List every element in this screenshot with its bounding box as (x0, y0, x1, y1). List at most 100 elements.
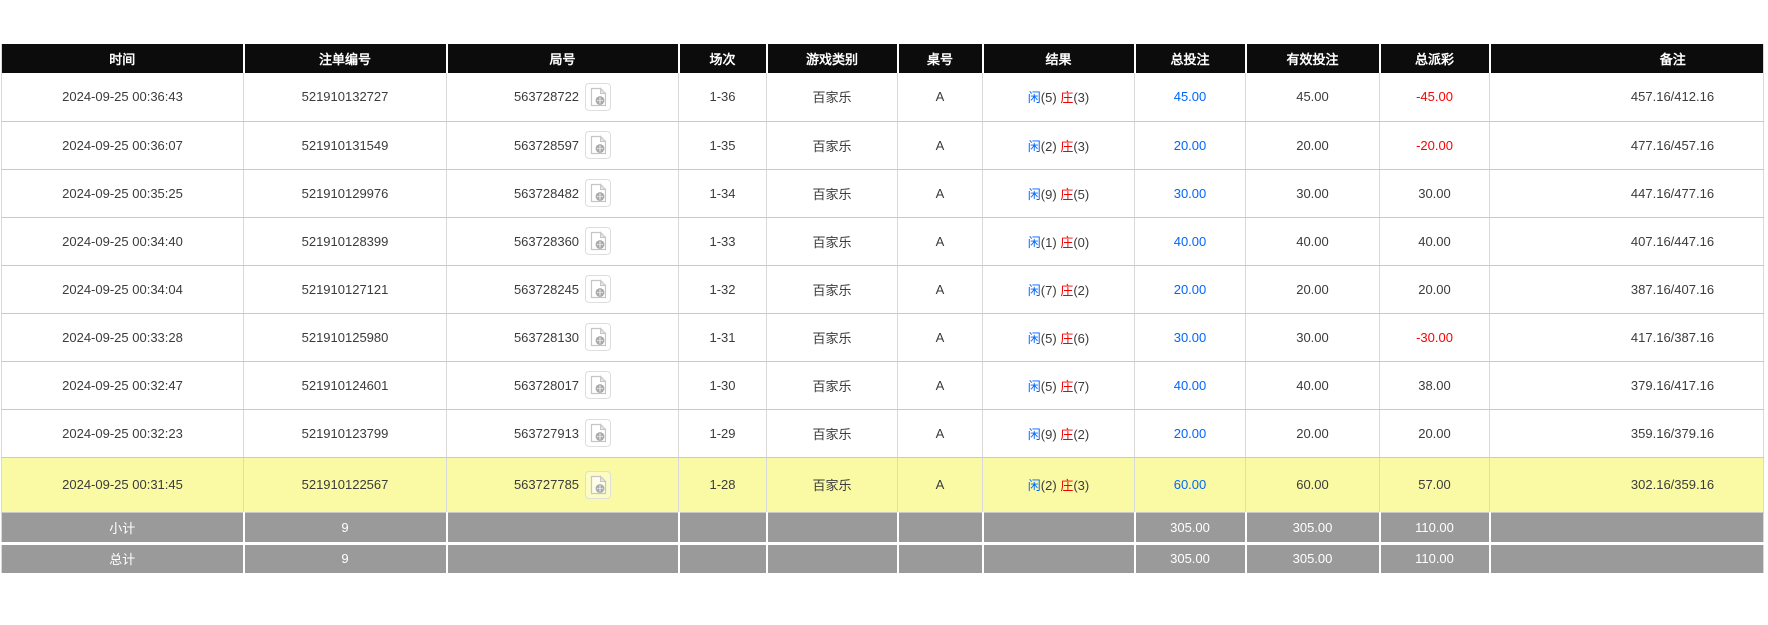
game-type-cell: 百家乐 (766, 409, 898, 458)
video-replay-button[interactable] (585, 371, 612, 399)
summary-empty-cell (982, 512, 1136, 545)
video-replay-button[interactable] (585, 419, 612, 447)
session-cell: 1-36 (678, 73, 767, 122)
total-bet-cell: 60.00 (1134, 457, 1246, 513)
video-replay-button[interactable] (585, 131, 612, 159)
banker-result-label: 庄 (1060, 90, 1074, 106)
result-cell: 闲(2) 庄(3) (982, 121, 1135, 170)
total-bet-cell: 45.00 (1134, 73, 1246, 122)
summary-empty-cell (1489, 543, 1764, 573)
total-payout-cell: -20.00 (1379, 121, 1490, 170)
table-row[interactable]: 2024-09-25 00:36:07 521910131549 563728597… (1, 121, 1764, 170)
video-replay-button[interactable] (585, 82, 612, 111)
result-cell: 闲(5) 庄(7) (982, 361, 1135, 410)
banker-result-value: (2) (1073, 282, 1090, 298)
table-row[interactable]: 2024-09-25 00:31:45 521910122567 563727785… (1, 457, 1764, 513)
total-bet-cell: 20.00 (1134, 121, 1246, 170)
table-row[interactable]: 2024-09-25 00:33:28 521910125980 563728130… (1, 313, 1764, 362)
column-header-total-payout: 总派彩 (1379, 44, 1491, 73)
summary-valid-bet: 305.00 (1245, 512, 1381, 545)
round-no-group: 563728245 (447, 275, 678, 303)
session-cell: 1-33 (678, 217, 767, 266)
result-cell: 闲(7) 庄(2) (982, 265, 1135, 314)
remark-cell: 447.16/477.16 (1489, 169, 1764, 218)
table-row[interactable]: 2024-09-25 00:32:47 521910124601 563728017… (1, 361, 1764, 410)
banker-result-value: (0) (1073, 234, 1090, 250)
total-payout-cell: 40.00 (1379, 217, 1490, 266)
summary-total-payout: 110.00 (1379, 512, 1491, 545)
player-result-value: (2) (1040, 138, 1057, 154)
table-no-cell: A (897, 121, 983, 170)
time-cell: 2024-09-25 00:36:43 (1, 73, 244, 122)
round-no-value: 563728597 (513, 137, 580, 153)
total-bet-cell: 30.00 (1134, 169, 1246, 218)
bet-records-table: 时间 注单编号 局号 场次 游戏类别 桌号 结果 总投注 有效投注 总派彩 备注 2024-09-2… (1, 44, 1764, 573)
total-bet-cell: 40.00 (1134, 217, 1246, 266)
bet-no-cell: 521910132727 (243, 73, 447, 122)
column-header-time: 时间 (1, 44, 245, 73)
summary-empty-cell (897, 543, 984, 573)
video-replay-button[interactable] (585, 227, 612, 255)
column-header-round-no: 局号 (446, 44, 680, 73)
summary-empty-cell (766, 512, 899, 545)
video-replay-button[interactable] (585, 275, 612, 303)
time-cell: 2024-09-25 00:35:25 (1, 169, 244, 218)
valid-bet-cell: 20.00 (1245, 409, 1380, 458)
summary-empty-cell (446, 543, 680, 573)
session-cell: 1-31 (678, 313, 767, 362)
player-result-label: 闲 (1027, 478, 1041, 493)
bet-no-cell: 521910125980 (243, 313, 447, 362)
result-cell: 闲(5) 庄(3) (982, 73, 1135, 122)
banker-result-value: (2) (1073, 426, 1090, 442)
player-result-label: 闲 (1027, 90, 1041, 106)
bet-no-cell: 521910128399 (243, 217, 447, 266)
time-cell: 2024-09-25 00:33:28 (1, 313, 244, 362)
banker-result-value: (6) (1073, 330, 1090, 346)
player-result-value: (5) (1040, 90, 1057, 106)
bet-no-cell: 521910131549 (243, 121, 447, 170)
column-header-remark: 备注 (1489, 44, 1764, 73)
summary-empty-cell (1489, 512, 1764, 545)
player-result-value: (9) (1040, 186, 1057, 202)
video-replay-icon (590, 327, 607, 347)
game-type-cell: 百家乐 (766, 313, 898, 362)
summary-empty-cell (766, 543, 899, 573)
remark-cell: 302.16/359.16 (1489, 457, 1764, 513)
video-replay-button[interactable] (585, 470, 612, 499)
player-result-value: (9) (1040, 426, 1057, 442)
round-no-group: 563728597 (447, 131, 678, 159)
summary-count: 9 (243, 512, 448, 545)
total-bet-cell: 20.00 (1134, 265, 1246, 314)
table-row[interactable]: 2024-09-25 00:35:25 521910129976 563728482… (1, 169, 1764, 218)
player-result-label: 闲 (1027, 282, 1041, 298)
banker-result-label: 庄 (1060, 282, 1074, 298)
valid-bet-cell: 60.00 (1245, 457, 1380, 513)
table-row[interactable]: 2024-09-25 00:36:43 521910132727 563728722… (1, 73, 1764, 122)
round-no-value: 563728722 (513, 89, 580, 105)
table-no-cell: A (897, 217, 983, 266)
bet-no-cell: 521910123799 (243, 409, 447, 458)
video-replay-icon (590, 375, 607, 395)
round-no-group: 563728130 (447, 323, 678, 351)
summary-total-payout: 110.00 (1379, 543, 1491, 573)
video-replay-button[interactable] (585, 323, 612, 351)
table-row[interactable]: 2024-09-25 00:32:23 521910123799 563727913… (1, 409, 1764, 458)
game-type-cell: 百家乐 (766, 169, 898, 218)
session-cell: 1-28 (678, 457, 767, 513)
result-cell: 闲(5) 庄(6) (982, 313, 1135, 362)
table-row[interactable]: 2024-09-25 00:34:04 521910127121 563728245… (1, 265, 1764, 314)
summary-empty-cell (678, 543, 768, 573)
table-row[interactable]: 2024-09-25 00:34:40 521910128399 563728360… (1, 217, 1764, 266)
total-bet-cell: 30.00 (1134, 313, 1246, 362)
remark-cell: 417.16/387.16 (1489, 313, 1764, 362)
game-type-cell: 百家乐 (766, 217, 898, 266)
total-payout-cell: 38.00 (1379, 361, 1490, 410)
banker-result-label: 庄 (1060, 426, 1074, 442)
video-replay-button[interactable] (585, 179, 612, 207)
banker-result-label: 庄 (1060, 330, 1074, 346)
summary-row-grand-total: 总计 9 305.00 305.00 110.00 (1, 543, 1764, 573)
time-cell: 2024-09-25 00:34:40 (1, 217, 244, 266)
round-no-cell: 563727785 (446, 457, 679, 513)
total-bet-cell: 20.00 (1134, 409, 1246, 458)
column-header-bet-no: 注单编号 (243, 44, 448, 73)
